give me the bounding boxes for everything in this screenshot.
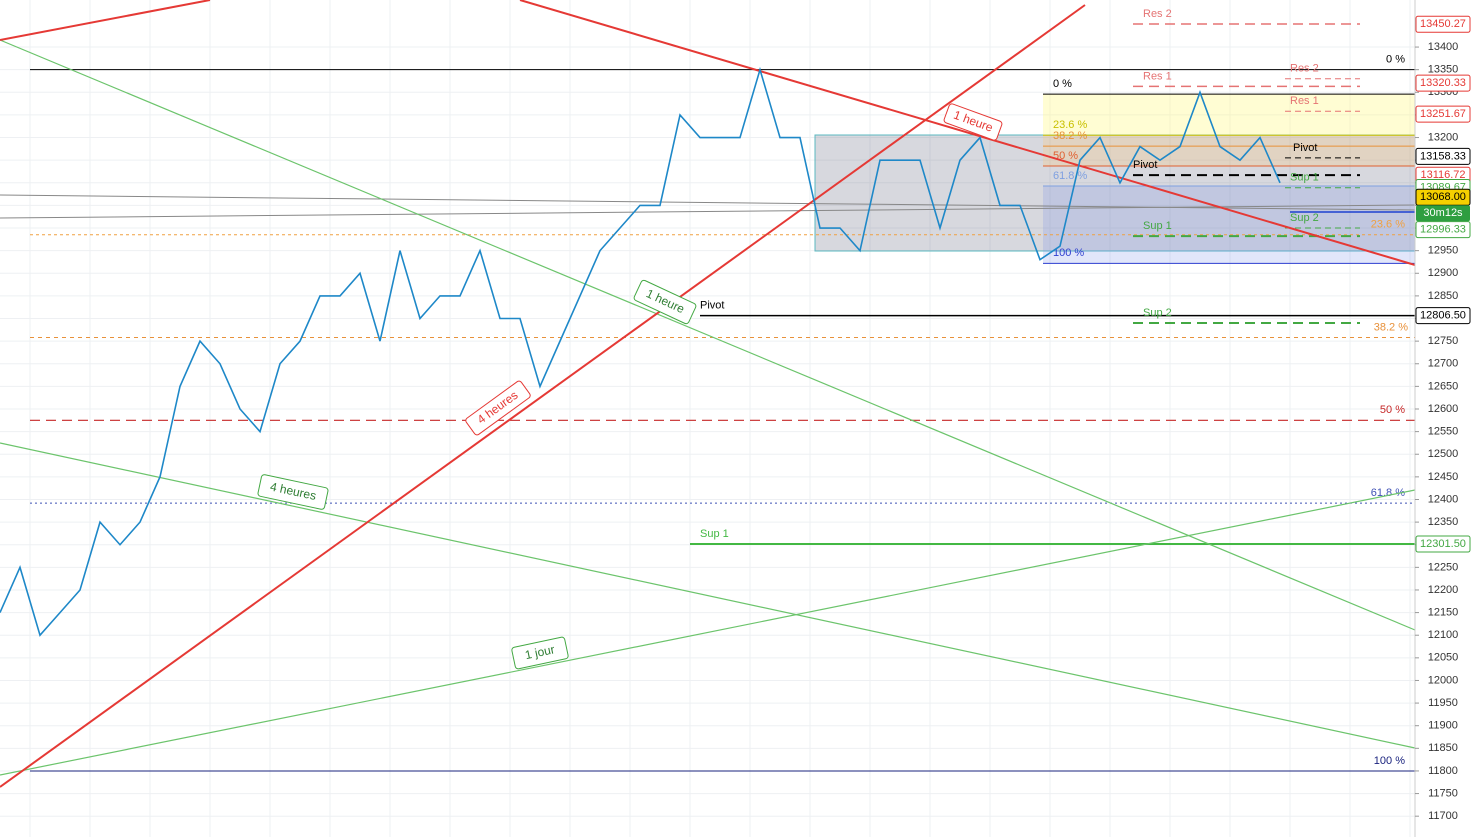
level-label: Res 2 xyxy=(1290,63,1319,75)
trend-line xyxy=(0,489,1416,776)
level-label: 38.2 % xyxy=(1374,321,1408,333)
level-label: Pivot xyxy=(1133,159,1157,171)
level-label: Pivot xyxy=(700,299,724,311)
y-tick-label: 12200 xyxy=(1428,584,1459,596)
price-tag-label: 13068.00 xyxy=(1420,191,1466,203)
y-tick-label: 12350 xyxy=(1428,516,1459,528)
y-tick-label: 12700 xyxy=(1428,358,1459,370)
price-tags: 13450.27 13320.33 13251.67 13158.33 13116.72… xyxy=(1415,15,1471,553)
price-tag xyxy=(1415,221,1471,239)
y-tick-label: 12950 xyxy=(1428,245,1459,257)
price-tag xyxy=(1415,147,1471,165)
y-tick-label: 12150 xyxy=(1428,606,1459,618)
y-tick-label: 12650 xyxy=(1428,380,1459,392)
price-tag-label: 13251.67 xyxy=(1420,108,1466,120)
y-tick-label: 12000 xyxy=(1428,674,1459,686)
y-tick-label: 12550 xyxy=(1428,426,1459,438)
y-tick-label: 12100 xyxy=(1428,629,1459,641)
level-label: Sup 2 xyxy=(1143,307,1172,319)
trend-line xyxy=(0,0,211,41)
level-label: Sup 1 xyxy=(1143,220,1172,232)
countdown-label: 30m12s xyxy=(1423,207,1463,219)
level-label: 50 % xyxy=(1053,150,1078,162)
level-label: Pivot xyxy=(1293,142,1317,154)
y-tick-label: 12850 xyxy=(1428,290,1459,302)
level-label: 100 % xyxy=(1374,755,1405,767)
y-tick-label: 11700 xyxy=(1428,810,1458,822)
level-label: 100 % xyxy=(1053,247,1084,259)
fib-zone xyxy=(1043,94,1415,135)
y-tick-label: 12600 xyxy=(1428,403,1459,415)
price-tag-label: 13450.27 xyxy=(1420,18,1466,30)
y-tick-label: 12050 xyxy=(1428,652,1459,664)
price-tag xyxy=(1415,535,1471,553)
level-label: Res 2 xyxy=(1143,8,1172,20)
price-tag-label: 12301.50 xyxy=(1420,538,1466,550)
level-label: 23.6 % xyxy=(1371,219,1405,231)
zones xyxy=(814,94,1416,264)
price-tag-label: 13158.33 xyxy=(1420,150,1466,162)
levels: 0 % 38.2 % 50 % 61.8 % 100 % 23.6 % Pivot Sup 1… xyxy=(30,8,1415,772)
y-tick-label: 11950 xyxy=(1428,697,1458,709)
y-tick-label: 12750 xyxy=(1428,335,1459,347)
price-tag xyxy=(1415,307,1471,325)
y-tick-label: 13200 xyxy=(1428,131,1459,143)
price-tag-label: 13320.33 xyxy=(1420,77,1466,89)
price-tag xyxy=(1415,74,1471,92)
fib-zone xyxy=(1043,186,1415,264)
annotation-text: 1 jour xyxy=(524,642,556,662)
price-line xyxy=(0,66,1281,637)
level-label: 61.8 % xyxy=(1053,170,1087,182)
level-label: 50 % xyxy=(1380,404,1405,416)
y-tick-label: 11750 xyxy=(1428,787,1458,799)
countdown-tag xyxy=(1416,205,1470,222)
y-tick-label: 12400 xyxy=(1428,493,1459,505)
annotation: 1 jour xyxy=(511,636,569,670)
level-label: 23.6 % xyxy=(1053,119,1087,131)
trend-line xyxy=(0,442,1416,749)
y-tick-label: 12900 xyxy=(1428,267,1459,279)
level-label: 0 % xyxy=(1386,54,1405,66)
trend-lines xyxy=(0,0,1416,788)
y-tick-label: 13350 xyxy=(1428,64,1459,76)
price-axis xyxy=(1415,0,1471,837)
level-label: 0 % xyxy=(1053,78,1072,90)
level-label: Res 1 xyxy=(1143,70,1172,82)
price-tag xyxy=(1415,105,1471,123)
price-tag-label: 12806.50 xyxy=(1420,309,1466,321)
price-tag xyxy=(1415,15,1471,33)
trend-line xyxy=(0,39,1416,631)
y-tick-label: 11850 xyxy=(1428,742,1458,754)
y-tick-label: 11800 xyxy=(1428,765,1458,777)
level-label: Sup 1 xyxy=(700,528,729,540)
price-tag-label: 12996.33 xyxy=(1420,224,1466,236)
level-label: Res 1 xyxy=(1290,95,1319,107)
level-label: Sup 1 xyxy=(1290,172,1319,184)
annotation: 4 heures xyxy=(257,474,329,510)
range-box xyxy=(814,134,1416,252)
level-label: Sup 2 xyxy=(1290,212,1319,224)
y-tick-label: 12250 xyxy=(1428,561,1459,573)
y-tick-label: 13400 xyxy=(1428,41,1459,53)
price-layer xyxy=(0,66,1281,637)
level-label: 61.8 % xyxy=(1371,487,1405,499)
trend-line xyxy=(0,4,1086,788)
level-label: 38.2 % xyxy=(1053,130,1087,142)
grid-layer xyxy=(0,46,1415,817)
trend-line xyxy=(519,0,1416,266)
vertical-grid xyxy=(29,0,1411,837)
y-tick-label: 12450 xyxy=(1428,471,1459,483)
y-tick-label: 12500 xyxy=(1428,448,1459,460)
y-tick-label: 11900 xyxy=(1428,720,1458,732)
trend-line xyxy=(0,204,1416,219)
price-tag-label: 13116.72 xyxy=(1420,169,1465,181)
